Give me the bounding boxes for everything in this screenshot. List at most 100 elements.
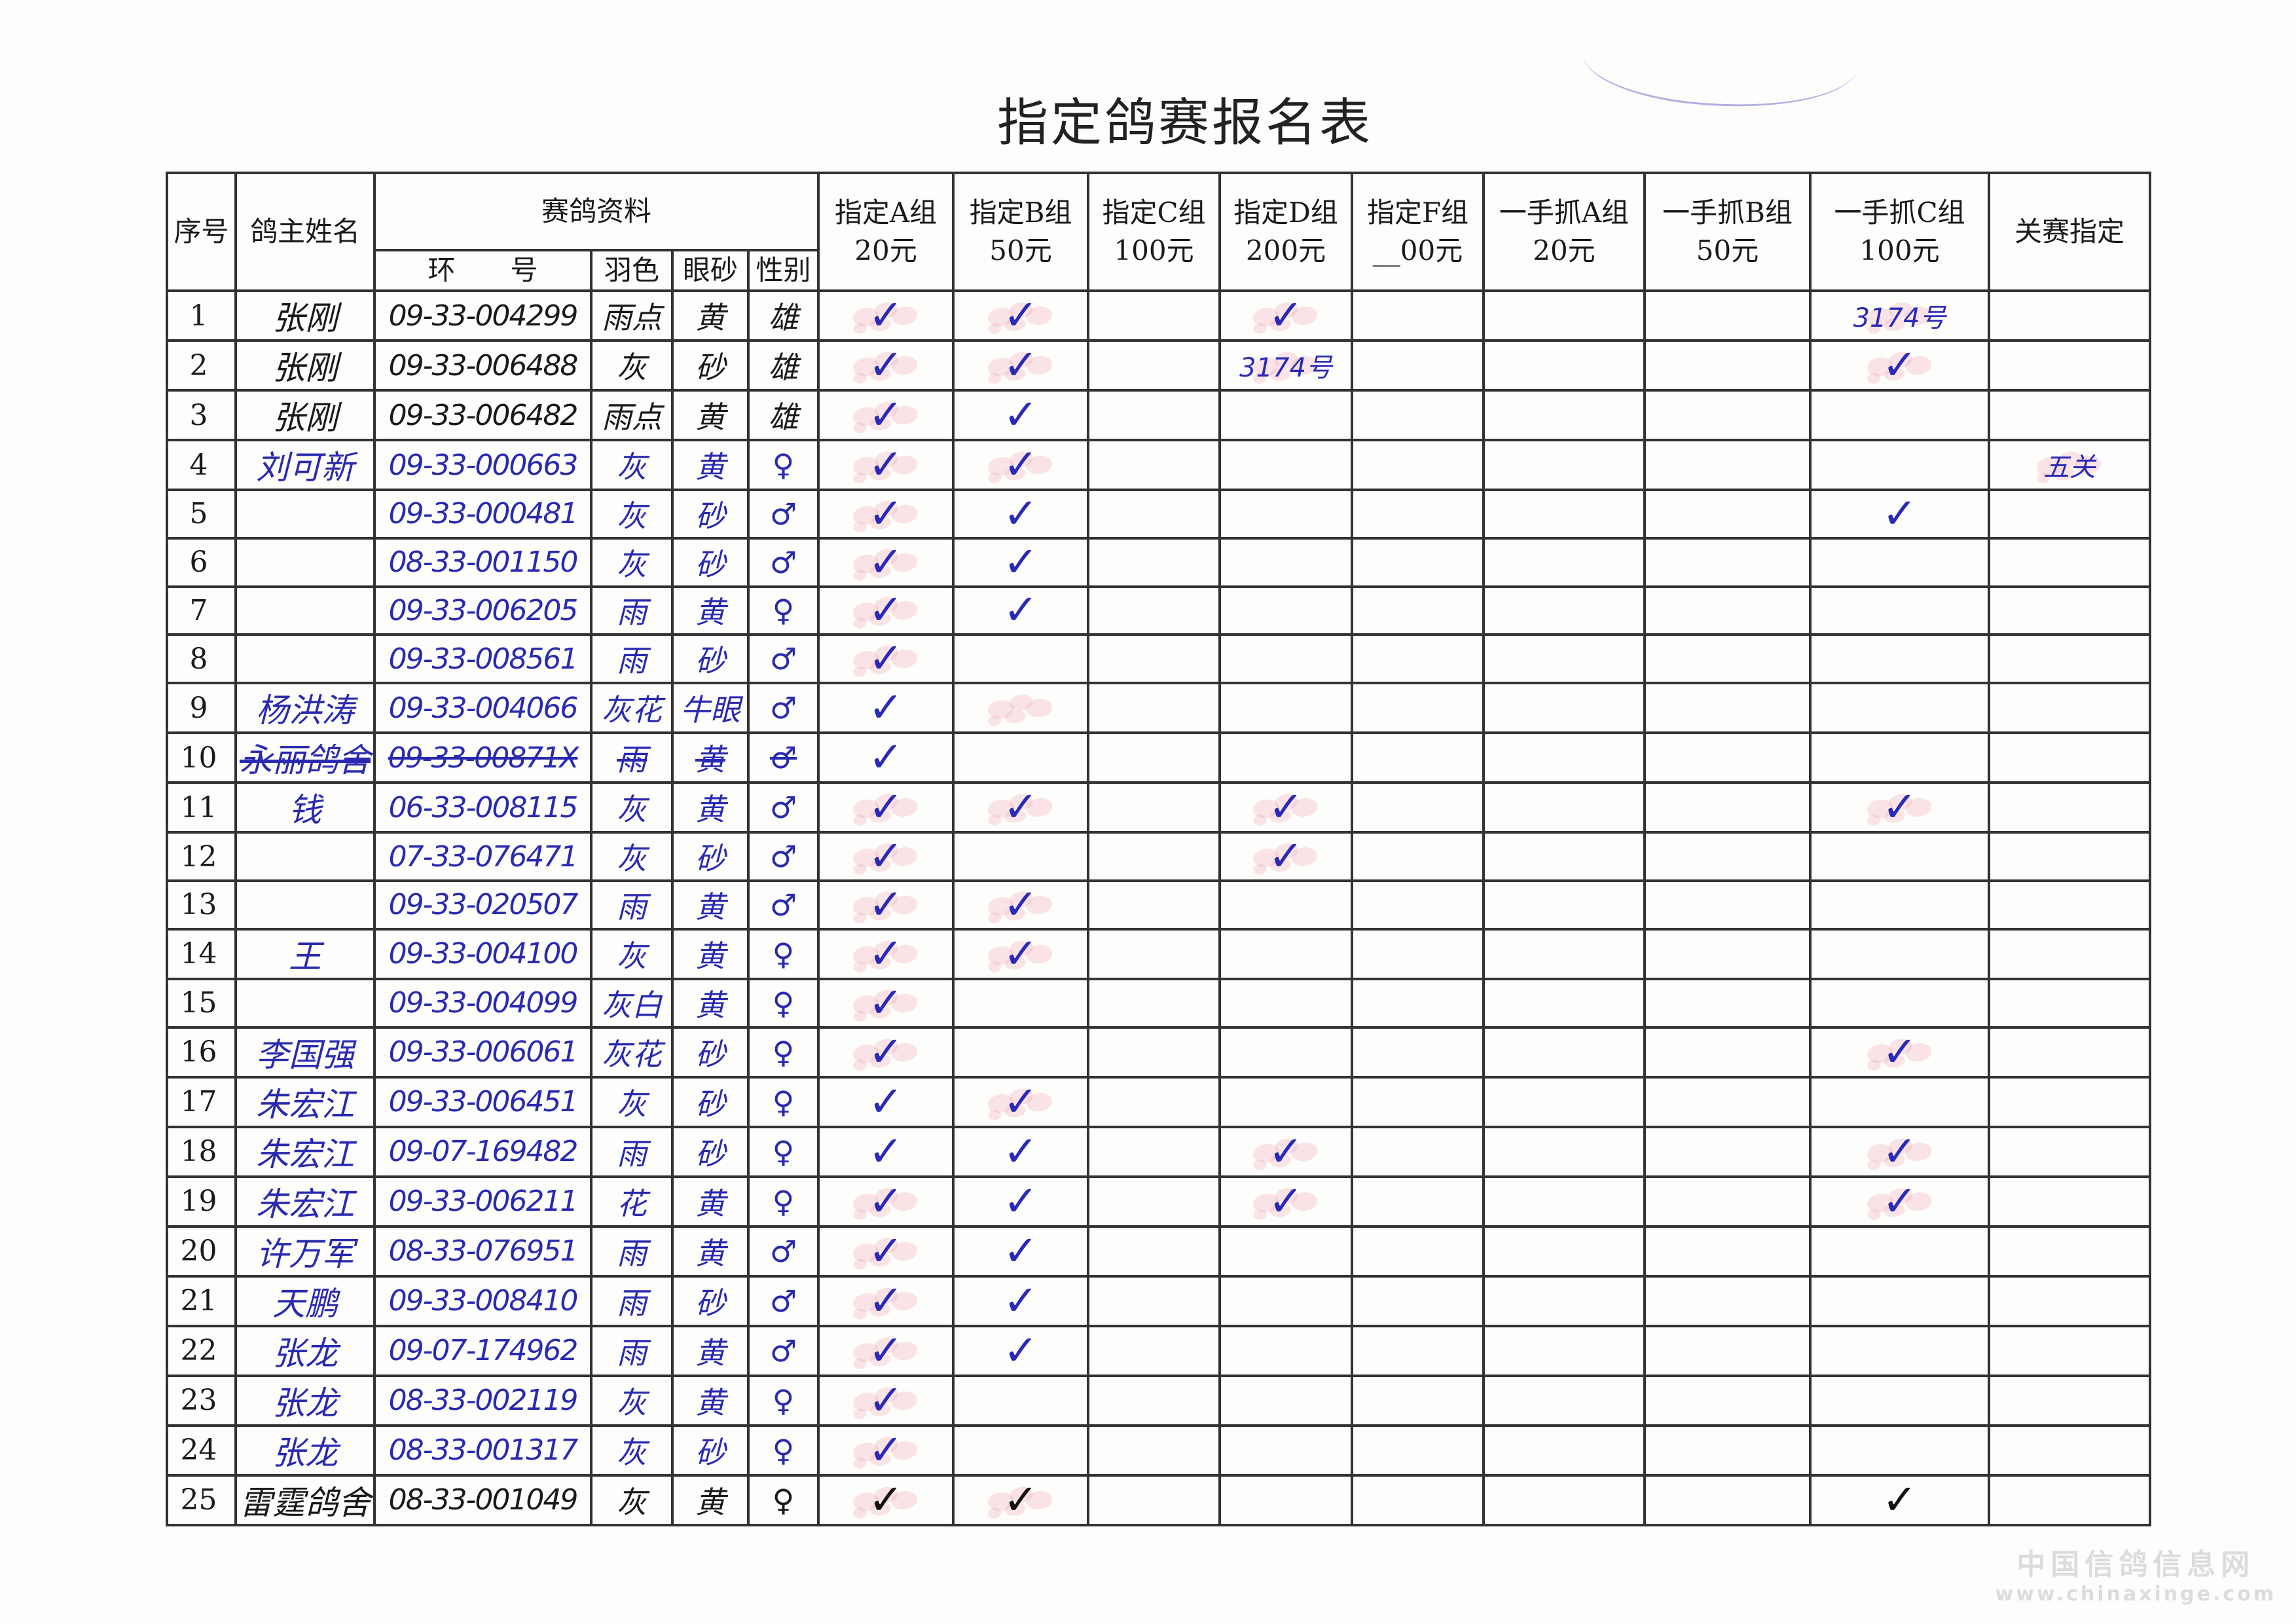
entry-cell-gb[interactable] — [1643, 927, 1812, 980]
entry-cell-d[interactable] — [1218, 1324, 1354, 1377]
entry-cell-gs[interactable] — [1988, 1225, 2152, 1278]
entry-cell-gb[interactable] — [1643, 1225, 1812, 1278]
entry-cell-b[interactable] — [952, 1025, 1090, 1079]
entry-cell-gc[interactable]: ✓ — [1809, 1175, 1991, 1228]
entry-cell-f[interactable] — [1351, 1374, 1485, 1427]
entry-cell-c[interactable] — [1087, 1075, 1222, 1128]
entry-cell-c[interactable] — [1087, 1424, 1222, 1477]
entry-cell-b[interactable]: ✓ — [952, 1225, 1090, 1278]
entry-cell-b[interactable]: ✓ — [952, 1125, 1090, 1178]
entry-cell-ga[interactable] — [1482, 1025, 1647, 1079]
entry-cell-f[interactable] — [1351, 489, 1485, 540]
entry-cell-gb[interactable] — [1643, 289, 1812, 342]
entry-cell-f[interactable] — [1351, 1274, 1485, 1327]
entry-cell-gc[interactable]: 3174号 — [1809, 289, 1991, 342]
entry-cell-c[interactable] — [1087, 289, 1222, 342]
entry-cell-f[interactable] — [1351, 1175, 1485, 1228]
entry-cell-b[interactable] — [952, 831, 1090, 882]
entry-cell-gb[interactable] — [1643, 1424, 1812, 1477]
entry-cell-gb[interactable] — [1643, 389, 1812, 441]
entry-cell-gs[interactable] — [1988, 977, 2152, 1029]
entry-cell-gc[interactable]: ✓ — [1809, 339, 1991, 392]
entry-cell-gc[interactable] — [1809, 536, 1991, 588]
entry-cell-b[interactable]: ✓ — [952, 536, 1090, 588]
entry-cell-c[interactable] — [1087, 389, 1222, 441]
entry-cell-a[interactable]: ✓ — [817, 731, 955, 784]
entry-cell-gs[interactable] — [1988, 1025, 2152, 1079]
entry-cell-d[interactable] — [1218, 1225, 1354, 1278]
entry-cell-b[interactable]: ✓ — [952, 1075, 1090, 1128]
entry-cell-ga[interactable] — [1482, 489, 1647, 540]
entry-cell-d[interactable] — [1218, 879, 1354, 931]
entry-cell-d[interactable]: ✓ — [1218, 781, 1354, 834]
entry-cell-c[interactable] — [1087, 1175, 1222, 1228]
entry-cell-a[interactable]: ✓ — [817, 1473, 955, 1526]
entry-cell-f[interactable] — [1351, 585, 1485, 637]
entry-cell-gb[interactable] — [1643, 731, 1812, 784]
entry-cell-a[interactable]: ✓ — [817, 977, 955, 1029]
entry-cell-d[interactable] — [1218, 927, 1354, 980]
entry-cell-c[interactable] — [1087, 633, 1222, 685]
entry-cell-a[interactable]: ✓ — [817, 927, 955, 980]
entry-cell-f[interactable] — [1351, 731, 1485, 784]
entry-cell-gb[interactable] — [1643, 489, 1812, 540]
entry-cell-f[interactable] — [1351, 927, 1485, 980]
entry-cell-gs[interactable] — [1988, 585, 2152, 637]
entry-cell-gs[interactable] — [1988, 1324, 2152, 1377]
entry-cell-d[interactable] — [1218, 1374, 1354, 1427]
entry-cell-ga[interactable] — [1482, 831, 1647, 882]
entry-cell-d[interactable]: ✓ — [1218, 1175, 1354, 1228]
entry-cell-a[interactable]: ✓ — [817, 1175, 955, 1228]
entry-cell-f[interactable] — [1351, 1075, 1485, 1128]
entry-cell-d[interactable] — [1218, 633, 1354, 685]
entry-cell-f[interactable] — [1351, 1473, 1485, 1526]
entry-cell-gb[interactable] — [1643, 682, 1812, 735]
entry-cell-ga[interactable] — [1482, 1225, 1647, 1278]
entry-cell-a[interactable]: ✓ — [817, 339, 955, 392]
entry-cell-ga[interactable] — [1482, 585, 1647, 637]
entry-cell-f[interactable] — [1351, 1225, 1485, 1278]
entry-cell-c[interactable] — [1087, 1025, 1222, 1079]
entry-cell-d[interactable] — [1218, 1025, 1354, 1079]
entry-cell-ga[interactable] — [1482, 1075, 1647, 1128]
entry-cell-d[interactable]: ✓ — [1218, 831, 1354, 882]
entry-cell-c[interactable] — [1087, 585, 1222, 637]
entry-cell-a[interactable]: ✓ — [817, 682, 955, 735]
entry-cell-b[interactable]: ✓ — [952, 289, 1090, 342]
entry-cell-ga[interactable] — [1482, 1473, 1647, 1526]
entry-cell-b[interactable] — [952, 977, 1090, 1029]
entry-cell-gb[interactable] — [1643, 536, 1812, 588]
entry-cell-gb[interactable] — [1643, 1324, 1812, 1377]
entry-cell-ga[interactable] — [1482, 439, 1647, 491]
entry-cell-gs[interactable] — [1988, 489, 2152, 540]
entry-cell-gs[interactable] — [1988, 1125, 2152, 1178]
entry-cell-gs[interactable] — [1988, 339, 2152, 392]
entry-cell-a[interactable]: ✓ — [817, 781, 955, 834]
entry-cell-gc[interactable]: ✓ — [1809, 1473, 1991, 1526]
entry-cell-ga[interactable] — [1482, 536, 1647, 588]
entry-cell-gs[interactable] — [1988, 682, 2152, 735]
entry-cell-a[interactable]: ✓ — [817, 289, 955, 342]
entry-cell-f[interactable] — [1351, 682, 1485, 735]
entry-cell-d[interactable] — [1218, 439, 1354, 491]
entry-cell-d[interactable] — [1218, 489, 1354, 540]
entry-cell-ga[interactable] — [1482, 1175, 1647, 1228]
entry-cell-c[interactable] — [1087, 831, 1222, 882]
entry-cell-a[interactable]: ✓ — [817, 439, 955, 491]
entry-cell-f[interactable] — [1351, 781, 1485, 834]
entry-cell-b[interactable]: ✓ — [952, 1473, 1090, 1526]
entry-cell-gc[interactable] — [1809, 831, 1991, 882]
entry-cell-c[interactable] — [1087, 536, 1222, 588]
entry-cell-gb[interactable] — [1643, 339, 1812, 392]
entry-cell-d[interactable] — [1218, 1473, 1354, 1526]
entry-cell-f[interactable] — [1351, 439, 1485, 491]
entry-cell-gb[interactable] — [1643, 831, 1812, 882]
entry-cell-ga[interactable] — [1482, 977, 1647, 1029]
entry-cell-b[interactable]: ✓ — [952, 389, 1090, 441]
entry-cell-ga[interactable] — [1482, 1374, 1647, 1427]
entry-cell-gc[interactable] — [1809, 927, 1991, 980]
entry-cell-d[interactable]: ✓ — [1218, 289, 1354, 342]
entry-cell-c[interactable] — [1087, 439, 1222, 491]
entry-cell-f[interactable] — [1351, 1125, 1485, 1178]
entry-cell-ga[interactable] — [1482, 1424, 1647, 1477]
